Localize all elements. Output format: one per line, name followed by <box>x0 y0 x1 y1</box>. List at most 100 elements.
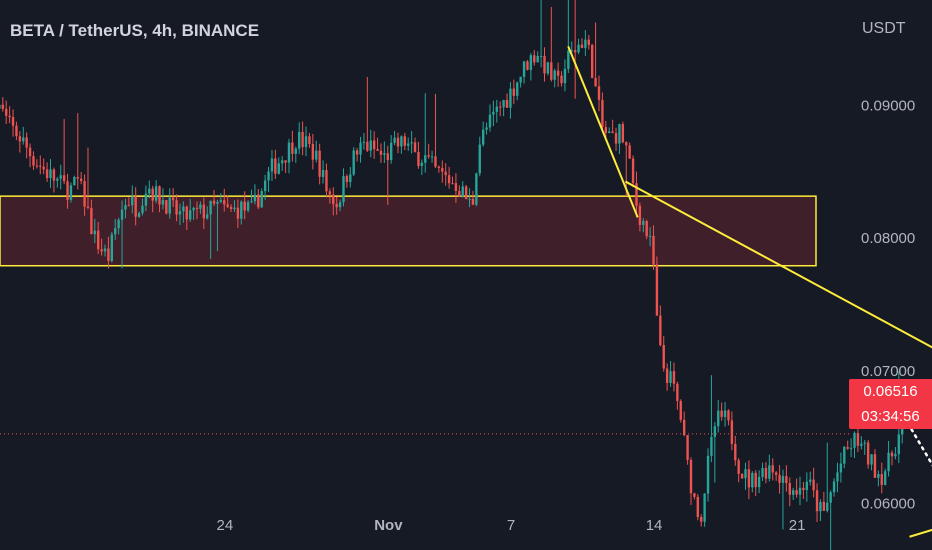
candle-body <box>686 435 689 460</box>
candle-body <box>308 136 311 145</box>
candle-body <box>420 162 424 166</box>
candle-body <box>69 185 73 200</box>
candle-body <box>747 469 751 488</box>
candle-body <box>577 44 580 53</box>
candle-body <box>229 206 233 209</box>
candle-body <box>608 131 611 133</box>
candle-body <box>216 201 219 204</box>
candle-body <box>437 166 441 168</box>
candle-body <box>536 55 539 63</box>
candle-body <box>570 50 573 52</box>
candle-body <box>717 410 720 427</box>
x-tick-label: 7 <box>507 517 515 534</box>
candle-body <box>901 426 904 435</box>
candle-body <box>556 70 560 76</box>
x-tick-label: Nov <box>374 517 403 534</box>
candle-body <box>298 132 301 149</box>
candle-body <box>165 200 168 214</box>
countdown-timer: 03:34:56 <box>861 408 920 425</box>
candle-body <box>1 104 5 109</box>
candle-body <box>805 481 809 491</box>
candle-body <box>257 194 260 208</box>
candle-body <box>5 108 8 116</box>
candle-body <box>0 104 1 109</box>
candle-body <box>178 211 182 215</box>
x-tick-label: 24 <box>217 517 234 534</box>
candle-body <box>188 210 192 220</box>
candle-body <box>543 55 546 74</box>
candle-body <box>403 136 407 146</box>
candle-body <box>488 114 492 128</box>
candle-body <box>291 142 294 154</box>
candle-body <box>863 442 866 444</box>
candle-body <box>441 167 444 172</box>
candle-body <box>492 111 495 115</box>
candle-body <box>625 142 628 146</box>
candle-body <box>304 136 308 148</box>
candle-body <box>233 207 236 209</box>
candle-body <box>396 137 400 147</box>
candle-body <box>819 501 822 512</box>
candle-body <box>679 400 682 420</box>
candle-body <box>499 106 502 108</box>
candle-body <box>802 487 805 491</box>
candle-body <box>550 62 553 80</box>
candle-body <box>117 219 120 229</box>
candle-body <box>168 197 171 214</box>
candle-body <box>424 155 427 163</box>
candle-body <box>321 170 325 177</box>
candle-body <box>887 452 890 472</box>
candle-body <box>734 443 737 461</box>
candle-body <box>628 145 631 159</box>
last-price-label: 0.06516 03:34:56 <box>849 379 932 429</box>
candle-body <box>328 191 332 195</box>
candle-body <box>124 205 127 210</box>
candle-body <box>386 153 389 161</box>
candle-body <box>223 200 226 205</box>
candle-body <box>219 200 223 202</box>
candle-body <box>785 476 788 483</box>
candle-body <box>798 487 802 495</box>
y-tick-label: 0.07000 <box>861 363 915 380</box>
candle-body <box>689 459 693 494</box>
candle-body <box>567 50 570 69</box>
candle-body <box>788 482 791 495</box>
candle-body <box>546 62 550 74</box>
candle-body <box>49 169 52 179</box>
candle-body <box>134 196 137 217</box>
candle-body <box>287 142 291 163</box>
candle-body <box>158 186 161 205</box>
candle-body <box>849 447 853 449</box>
candle-body <box>519 76 522 83</box>
candle-body <box>25 137 28 148</box>
candle-body <box>413 142 417 152</box>
candle-body <box>853 433 856 448</box>
candle-body <box>659 315 662 346</box>
currency-label: USDT <box>862 20 906 37</box>
candle-body <box>270 158 274 172</box>
candle-body <box>778 474 781 483</box>
candle-body <box>713 426 717 437</box>
candle-body <box>195 207 199 209</box>
candle-body <box>866 442 870 465</box>
candle-body <box>781 476 785 483</box>
candle-body <box>15 125 18 137</box>
candle-body <box>11 117 15 126</box>
candle-body <box>502 99 505 108</box>
chart-title: BETA / TetherUS, 4h, BINANCE <box>10 21 260 40</box>
candle-body <box>383 153 386 155</box>
candle-body <box>843 447 846 464</box>
candle-body <box>573 50 577 53</box>
candle-body <box>696 496 699 517</box>
candle-body <box>822 501 826 511</box>
candle-body <box>430 156 434 158</box>
candle-body <box>66 181 69 200</box>
candle-body <box>253 194 257 202</box>
candle-body <box>676 383 679 401</box>
candle-body <box>407 143 410 146</box>
candle-body <box>100 249 103 252</box>
candle-body <box>839 463 843 473</box>
y-tick-label: 0.09000 <box>861 98 915 115</box>
candle-body <box>137 213 141 217</box>
